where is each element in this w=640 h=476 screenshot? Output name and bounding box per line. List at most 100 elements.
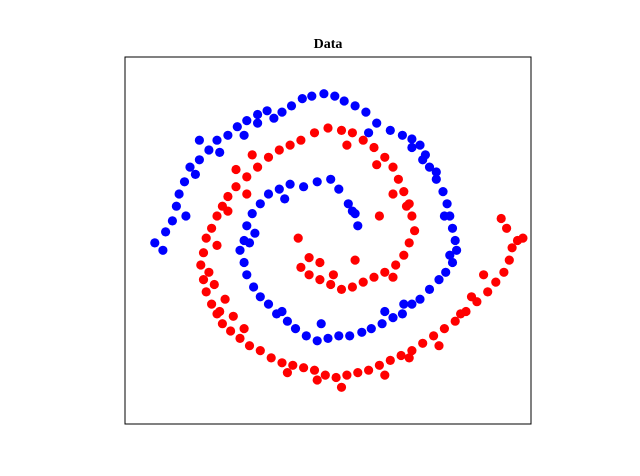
scatter-point-red xyxy=(293,233,303,243)
scatter-point-red xyxy=(223,206,233,216)
scatter-point-blue xyxy=(277,107,287,117)
scatter-point-red xyxy=(247,150,257,160)
scatter-point-blue xyxy=(212,135,222,145)
scatter-point-red xyxy=(502,223,512,233)
scatter-point-red xyxy=(404,353,414,363)
scatter-point-blue xyxy=(235,245,245,255)
scatter-point-red xyxy=(217,319,227,329)
scatter-point-red xyxy=(328,270,338,280)
scatter-point-blue xyxy=(263,299,274,309)
scatter-point-blue xyxy=(274,184,284,194)
scatter-point-blue xyxy=(316,319,326,329)
scatter-point-red xyxy=(277,358,287,368)
scatter-point-blue xyxy=(285,179,295,189)
scatter-point-red xyxy=(456,309,466,319)
scatter-point-blue xyxy=(255,292,265,302)
scatter-point-blue xyxy=(424,284,435,294)
scatter-point-blue xyxy=(330,91,340,101)
scatter-point-red xyxy=(288,360,298,370)
scatter-point-blue xyxy=(290,324,301,334)
scatter-point-blue xyxy=(307,91,317,101)
scatter-point-blue xyxy=(385,125,395,135)
scatter-point-blue xyxy=(415,294,425,304)
scatter-point-red xyxy=(201,233,211,243)
scatter-point-red xyxy=(342,140,352,150)
scatter-point-blue xyxy=(263,189,274,199)
scatter-point-red xyxy=(496,213,506,224)
scatter-point-blue xyxy=(244,238,255,248)
scatter-point-blue xyxy=(372,118,382,128)
scatter-point-red xyxy=(372,160,382,170)
scatter-point-blue xyxy=(388,313,398,323)
scatter-point-red xyxy=(358,135,368,145)
scatter-point-blue xyxy=(418,155,428,165)
plot-frame xyxy=(124,56,532,425)
scatter-point-blue xyxy=(215,147,225,157)
scatter-point-blue xyxy=(161,227,171,237)
scatter-point-red xyxy=(336,125,347,135)
scatter-point-blue xyxy=(438,187,448,197)
scatter-point-blue xyxy=(194,155,204,165)
scatter-point-red xyxy=(407,346,417,356)
scatter-point-red xyxy=(231,164,241,175)
scatter-point-red xyxy=(410,226,420,236)
scatter-point-red xyxy=(198,248,209,258)
scatter-point-red xyxy=(399,250,409,260)
scatter-point-blue xyxy=(366,324,376,334)
scatter-point-blue xyxy=(312,336,322,346)
scatter-point-red xyxy=(212,211,222,221)
scatter-point-red xyxy=(342,370,352,380)
scatter-point-blue xyxy=(250,228,260,238)
scatter-point-blue xyxy=(447,257,458,268)
scatter-point-blue xyxy=(179,177,190,187)
scatter-point-red xyxy=(507,243,517,253)
scatter-point-red xyxy=(369,142,379,153)
scatter-point-red xyxy=(518,233,528,243)
scatter-point-red xyxy=(285,140,295,150)
scatter-point-blue xyxy=(442,199,452,209)
scatter-point-blue xyxy=(357,327,367,337)
scatter-point-red xyxy=(434,341,444,351)
scatter-point-blue xyxy=(253,109,263,120)
scatter-point-blue xyxy=(190,169,200,179)
scatter-point-red xyxy=(263,152,274,162)
scatter-point-blue xyxy=(319,89,329,99)
scatter-point-blue xyxy=(407,142,417,153)
scatter-point-red xyxy=(504,255,514,265)
scatter-point-red xyxy=(399,187,409,197)
scatter-point-red xyxy=(347,282,357,292)
scatter-point-red xyxy=(331,372,341,383)
scatter-point-red xyxy=(315,257,325,268)
scatter-point-blue xyxy=(424,162,435,172)
scatter-point-red xyxy=(255,346,265,356)
scatter-point-blue xyxy=(361,107,371,117)
scatter-point-red xyxy=(315,275,325,285)
scatter-point-red xyxy=(358,277,368,287)
scatter-point-red xyxy=(380,267,390,277)
scatter-point-blue xyxy=(150,238,160,248)
scatter-point-red xyxy=(220,294,230,304)
scatter-point-red xyxy=(364,365,374,375)
scatter-point-red xyxy=(336,284,347,294)
scatter-point-red xyxy=(369,272,379,282)
scatter-points xyxy=(150,89,528,392)
scatter-point-red xyxy=(312,375,322,385)
scatter-point-red xyxy=(201,287,211,297)
scatter-point-red xyxy=(309,128,320,138)
scatter-point-blue xyxy=(286,101,297,111)
scatter-point-red xyxy=(388,162,398,172)
scatter-point-blue xyxy=(282,316,292,326)
scatter-point-blue xyxy=(445,250,455,260)
scatter-point-blue xyxy=(439,211,449,221)
scatter-point-blue xyxy=(181,211,191,221)
scatter-point-red xyxy=(401,201,412,211)
scatter-point-red xyxy=(242,172,252,182)
scatter-point-red xyxy=(350,255,360,265)
scatter-point-red xyxy=(198,275,209,285)
scatter-point-red xyxy=(304,253,314,263)
scatter-point-red xyxy=(244,341,255,351)
scatter-point-red xyxy=(336,382,347,392)
scatter-point-red xyxy=(396,350,406,361)
scatter-point-red xyxy=(347,128,357,138)
